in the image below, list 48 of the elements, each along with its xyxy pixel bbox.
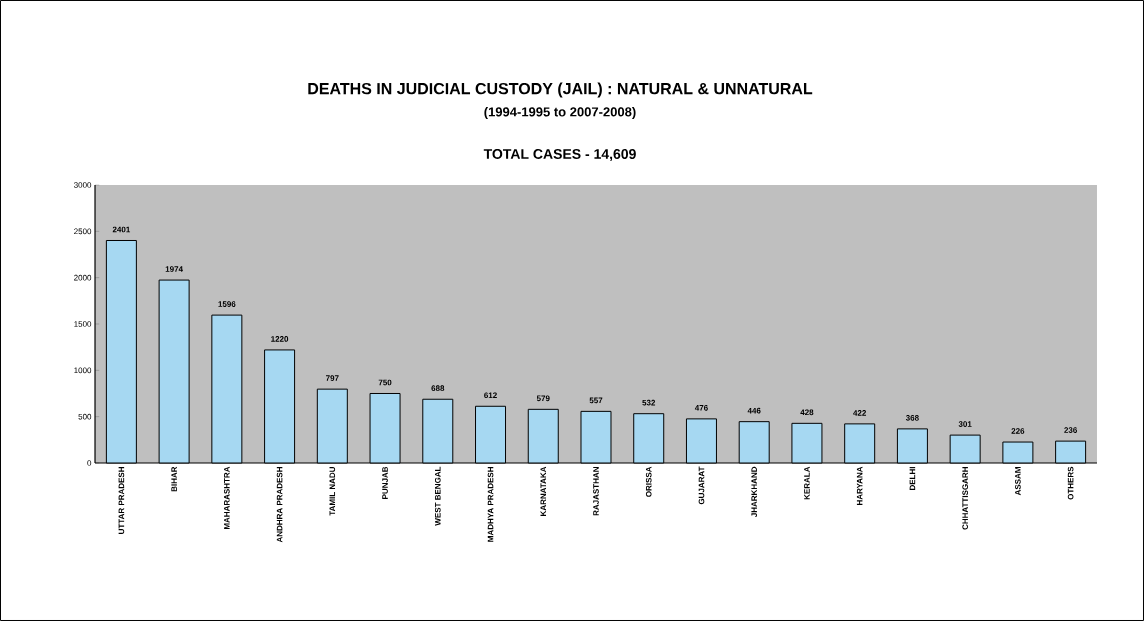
y-tick-label: 500	[78, 413, 92, 420]
x-tick-label: ANDHRA PRADESH	[276, 467, 283, 543]
x-tick-label: CHHATTISGARH	[962, 467, 968, 530]
x-tick-label: JHARKHAND	[751, 466, 757, 518]
data-label: 368	[905, 415, 919, 421]
data-label: 612	[484, 392, 497, 399]
y-tick-label: 0	[87, 460, 92, 466]
data-label: 422	[853, 410, 867, 416]
x-tick-label: ASSAM	[1015, 467, 1021, 496]
x-tick-label: BIHAR	[171, 466, 177, 492]
y-tick-label: 1500	[74, 321, 92, 327]
x-tick-label: UTTAR PRADESH	[118, 467, 125, 534]
x-tick-label: RAJASTHAN	[593, 467, 599, 516]
data-label: 797	[325, 375, 339, 381]
chart-subtitle: (1994-1995 to 2007-2008)	[484, 106, 636, 120]
data-label: 236	[1064, 427, 1077, 433]
x-tick-label: HARYANA	[856, 466, 863, 505]
data-label: 476	[694, 405, 708, 411]
data-label: 428	[800, 409, 814, 416]
data-label: 446	[747, 407, 761, 414]
data-label: 1220	[271, 336, 289, 342]
chart-title: DEATHS IN JUDICIAL CUSTODY (JAIL) : NATURAL & UNNATURAL	[308, 82, 813, 98]
y-tick-label: 1000	[74, 367, 92, 374]
data-label: 301	[958, 421, 972, 427]
data-label: 557	[589, 397, 603, 404]
data-label: 688	[431, 385, 445, 392]
data-label: 226	[1011, 428, 1025, 434]
x-tick-label: MADHYA PRADESH	[487, 467, 494, 542]
data-label: 579	[536, 395, 550, 402]
x-tick-label: PUNJAB	[382, 466, 388, 499]
y-tick-label: 2500	[74, 228, 92, 235]
data-label: 1974	[165, 266, 183, 272]
y-tick-label: 3000	[73, 182, 92, 188]
data-label: 750	[378, 379, 392, 386]
data-label: 532	[642, 399, 656, 406]
x-tick-label: WEST BENGAL	[434, 466, 441, 526]
text: TOTAL CASES - 14,609	[483, 149, 636, 161]
x-tick-label: DELHI	[909, 467, 916, 490]
x-tick-label: KERALA	[804, 466, 810, 500]
x-tick-label: TAMIL NADU	[329, 467, 336, 516]
x-tick-label: GUJARAT	[698, 466, 705, 505]
x-tick-label: OTHERS	[1067, 466, 1074, 500]
x-tick-label: MAHARASHTRA	[224, 466, 230, 530]
y-tick-label: 2000	[74, 274, 92, 281]
x-tick-label: KARNATAKA	[540, 466, 547, 516]
x-tick-label: ORISSA	[645, 466, 652, 497]
data-label: 2401	[112, 226, 131, 233]
data-label: 1596	[218, 301, 236, 307]
